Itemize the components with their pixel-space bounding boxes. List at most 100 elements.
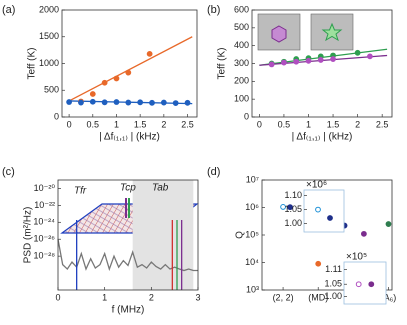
inset-tick-label: 1.05 bbox=[324, 279, 342, 289]
y-tick-label: 10³ bbox=[246, 284, 259, 294]
data-point bbox=[354, 49, 361, 56]
data-point bbox=[293, 58, 300, 65]
panel-b-insets bbox=[257, 13, 354, 51]
data-point bbox=[268, 61, 275, 68]
data-point bbox=[315, 260, 322, 267]
y-tick-label: 500 bbox=[44, 85, 59, 95]
y-tick-label: 300 bbox=[234, 58, 249, 68]
x-tick-label: (A₆) bbox=[381, 292, 397, 302]
inset-point bbox=[327, 215, 333, 221]
data-point bbox=[101, 99, 108, 106]
inset-frame bbox=[343, 261, 387, 305]
inset-exponent: ×10⁵ bbox=[346, 252, 367, 263]
panel-label: (a) bbox=[2, 4, 15, 16]
y-tick-label: 10⁻²⁸ bbox=[33, 251, 55, 261]
data-point bbox=[172, 100, 179, 106]
x-tick-label: 0.5 bbox=[87, 119, 100, 129]
inset-point bbox=[315, 206, 321, 213]
data-point bbox=[280, 204, 286, 210]
y-tick-label: 10⁵ bbox=[245, 229, 259, 239]
plot-frame bbox=[251, 9, 393, 118]
x-tick-label: (MD) bbox=[308, 292, 328, 302]
data-point bbox=[360, 230, 367, 237]
data-point bbox=[281, 59, 287, 66]
data-point bbox=[184, 99, 191, 106]
inset-exponent: ×10⁶ bbox=[306, 180, 327, 191]
y-tick-label: 200 bbox=[234, 76, 249, 86]
annotation: Tfr bbox=[74, 186, 87, 197]
inset-tick-label: 1.00 bbox=[324, 291, 342, 301]
inset-point bbox=[368, 281, 375, 288]
x-axis-label: | Δf₍₁,₁₎ | (kHz) bbox=[292, 132, 353, 143]
x-tick-label: 0 bbox=[55, 292, 60, 302]
inset-frame bbox=[303, 189, 345, 233]
y-tick-label: 10⁶ bbox=[245, 202, 259, 212]
x-tick-label: (2, 2) bbox=[273, 292, 294, 302]
x-tick-label: 2.5 bbox=[181, 119, 194, 129]
data-point bbox=[305, 57, 312, 64]
y-axis-label: Teff (K) bbox=[217, 47, 228, 79]
x-tick-label: 0 bbox=[67, 119, 72, 129]
data-point bbox=[330, 56, 336, 62]
data-point bbox=[146, 50, 153, 57]
y-tick-label: 100 bbox=[234, 94, 249, 104]
x-tick-label: 1.5 bbox=[134, 119, 147, 129]
x-tick-label: 1 bbox=[306, 119, 311, 129]
y-tick-label: 0 bbox=[54, 111, 59, 121]
data-point bbox=[385, 221, 392, 227]
plot-frame bbox=[261, 179, 393, 291]
data-point bbox=[125, 69, 132, 76]
x-tick-label: 1 bbox=[114, 119, 119, 129]
x-axis-label: | Δf₍₁,₁₎ | (kHz) bbox=[99, 132, 160, 143]
inset-tick-label: 1.11 bbox=[325, 264, 342, 274]
inset-point bbox=[355, 281, 362, 288]
fit-line bbox=[68, 36, 193, 102]
y-tick-label: 400 bbox=[234, 40, 249, 50]
x-tick-label: 2.5 bbox=[376, 119, 389, 129]
data-point bbox=[78, 99, 84, 106]
y-tick-label: 10⁻²⁰ bbox=[34, 183, 56, 193]
x-tick-label: 0.5 bbox=[278, 119, 291, 129]
panel-label: (b) bbox=[207, 4, 220, 16]
hexagon bbox=[271, 25, 287, 43]
x-tick-label: 1.5 bbox=[327, 119, 340, 129]
plot-frame bbox=[61, 9, 198, 118]
data-point bbox=[287, 204, 294, 211]
x-tick-label: 0 bbox=[257, 119, 262, 129]
y-tick-label: 10⁻²⁴ bbox=[33, 217, 55, 227]
inset-tick-label: 1.10 bbox=[284, 190, 302, 200]
y-tick-label: 10⁻²² bbox=[34, 200, 55, 210]
y-tick-label: 1500 bbox=[39, 31, 59, 41]
data-point bbox=[101, 79, 108, 86]
data-point bbox=[317, 57, 324, 63]
data-point bbox=[137, 99, 144, 106]
data-point bbox=[89, 98, 96, 105]
data-point bbox=[66, 99, 73, 105]
annotation: Tab bbox=[152, 183, 169, 194]
panel-label: (d) bbox=[207, 166, 220, 178]
y-tick-label: 600 bbox=[234, 4, 249, 14]
data-point bbox=[113, 75, 120, 82]
data-point bbox=[113, 99, 120, 105]
inset-tick-label: 1.00 bbox=[284, 218, 302, 228]
inset-tick-label: 1.05 bbox=[284, 204, 302, 214]
y-axis-label: Teff (K) bbox=[27, 47, 38, 79]
y-tick-label: 2000 bbox=[39, 4, 59, 14]
x-tick-label: 2 bbox=[161, 119, 166, 129]
y-tick-label: 500 bbox=[234, 22, 249, 32]
x-tick-label: 1 bbox=[102, 292, 107, 302]
panel-label: (c) bbox=[2, 166, 15, 178]
data-point bbox=[149, 99, 155, 106]
y-tick-label: 10⁴ bbox=[245, 257, 259, 267]
y-tick-label: 10⁷ bbox=[246, 174, 259, 184]
shaded-band bbox=[132, 180, 194, 290]
x-tick-label: 3 bbox=[195, 292, 200, 302]
x-tick-label: 2 bbox=[355, 119, 360, 129]
x-axis-label: f (MHz) bbox=[112, 305, 145, 316]
fit-line bbox=[57, 239, 198, 272]
x-tick-label: 2 bbox=[149, 292, 154, 302]
data-point bbox=[125, 99, 132, 106]
y-axis-label: Q bbox=[235, 231, 246, 239]
data-point bbox=[366, 53, 373, 60]
